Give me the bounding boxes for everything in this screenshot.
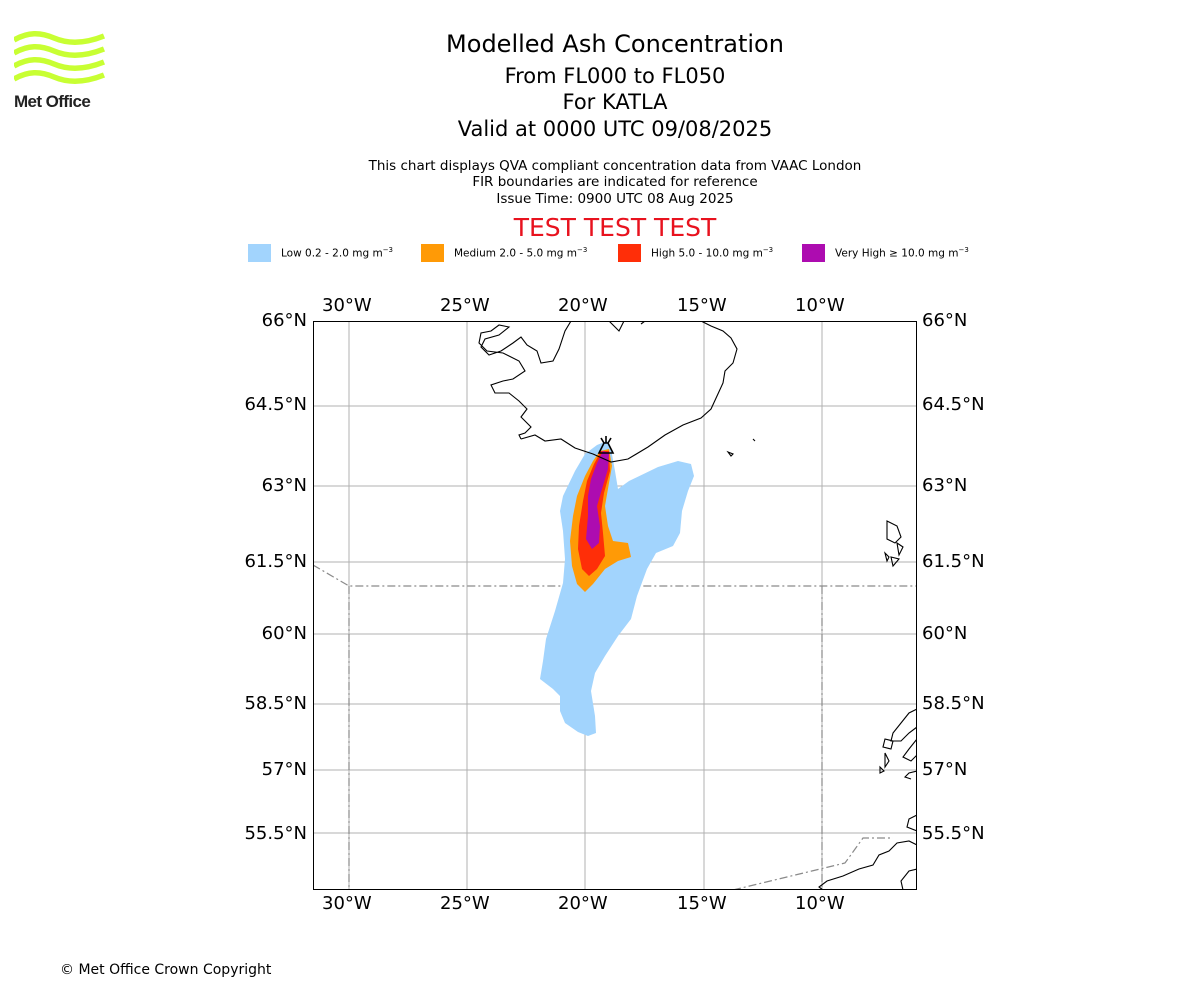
met-office-wave-icon [12,31,106,84]
lat-tick-left: 58.5°N [244,693,307,714]
lon-tick-bottom: 10°W [795,893,845,914]
fir-boundaries [313,564,917,890]
lon-tick-bottom: 30°W [322,893,372,914]
valid-time: Valid at 0000 UTC 09/08/2025 [457,117,773,141]
lon-tick-top: 15°W [677,295,727,316]
legend-item-low: Low 0.2 - 2.0 mg m−3 [248,244,393,262]
lat-tick-right: 66°N [922,310,968,331]
ash-area-very-high [586,451,609,549]
lon-tick-top: 25°W [440,295,490,316]
legend-item-medium: Medium 2.0 - 5.0 mg m−3 [421,244,587,262]
ash-area-low [540,441,694,736]
logo-text: Met Office [14,92,91,111]
ash-map [313,321,917,890]
lon-tick-bottom: 20°W [558,893,608,914]
lat-tick-right: 60°N [922,623,968,644]
lat-tick-left: 64.5°N [244,394,307,415]
fir-boundary [732,837,893,890]
faroe-coast [883,520,904,568]
lat-tick-left: 63°N [261,475,307,496]
legend-swatch-medium [421,244,444,262]
issue-time: Issue Time: 0900 UTC 08 Aug 2025 [496,191,734,207]
legend-label: Low 0.2 - 2.0 mg m−3 [281,246,394,260]
lat-tick-right: 63°N [922,475,968,496]
legend-swatch-high [618,244,641,262]
met-office-logo: Met Office [12,30,114,112]
legend-item-high: High 5.0 - 10.0 mg m−3 [618,244,773,262]
lat-tick-right: 61.5°N [922,551,985,572]
fir-boundary [313,564,917,587]
coastline [478,321,917,890]
info-line: This chart displays QVA compliant concen… [368,158,862,174]
legend-label: High 5.0 - 10.0 mg m−3 [651,246,774,260]
lat-tick-left: 61.5°N [244,551,307,572]
lat-tick-left: 57°N [261,759,307,780]
lat-tick-right: 64.5°N [922,394,985,415]
iceland-coast [478,321,738,463]
lon-tick-top: 10°W [795,295,845,316]
volcano-name: For KATLA [562,90,668,114]
scotland-coast [818,708,917,890]
volcano-icon [597,436,615,454]
legend-item-very-high: Very High ≥ 10.0 mg m−3 [802,244,969,262]
logo-wave [12,57,106,71]
lat-tick-left: 60°N [261,623,307,644]
logo-wave [12,44,106,58]
logo-wave [12,70,106,84]
lat-tick-right: 57°N [922,759,968,780]
lon-tick-top: 30°W [322,295,372,316]
legend-label: Very High ≥ 10.0 mg m−3 [835,246,969,260]
lat-tick-right: 55.5°N [922,823,985,844]
chart-title: Modelled Ash Concentration [446,30,784,58]
lon-tick-top: 20°W [558,295,608,316]
lon-tick-bottom: 15°W [677,893,727,914]
lon-tick-bottom: 25°W [440,893,490,914]
lat-tick-left: 55.5°N [244,823,307,844]
map-frame [313,321,917,890]
legend-swatch-very-high [802,244,825,262]
legend-swatch-low [248,244,271,262]
logo-wave [12,31,106,45]
lat-tick-right: 58.5°N [922,693,985,714]
legend-label: Medium 2.0 - 5.0 mg m−3 [454,246,588,260]
copyright-notice: © Met Office Crown Copyright [60,962,272,978]
info-line: FIR boundaries are indicated for referen… [472,174,758,190]
flight-level-range: From FL000 to FL050 [504,64,726,88]
islet [726,438,885,774]
test-banner: TEST TEST TEST [513,213,717,242]
lat-tick-left: 66°N [261,310,307,331]
